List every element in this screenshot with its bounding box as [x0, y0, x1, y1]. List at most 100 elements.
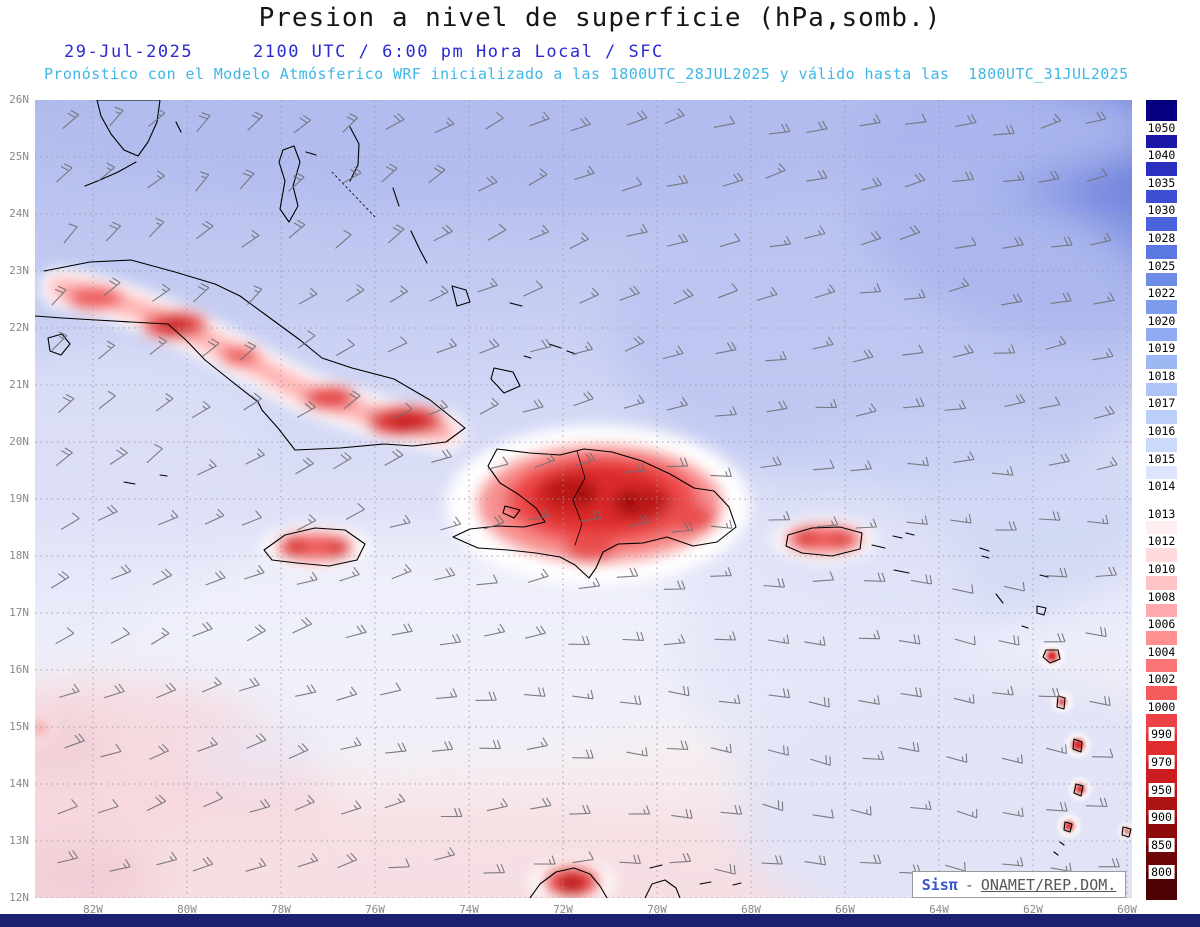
wind-barb [804, 636, 826, 646]
wind-barb [572, 851, 594, 864]
wind-barb [109, 858, 131, 872]
wind-barb [574, 452, 596, 467]
wind-barb [859, 854, 882, 864]
wind-barb [388, 858, 410, 869]
wind-barb [385, 742, 407, 754]
wind-barb [1086, 167, 1108, 182]
wind-barb [343, 390, 361, 410]
wind-barb [484, 623, 506, 637]
wind-barb [384, 793, 406, 809]
wind-barb [479, 397, 499, 415]
wind-barb [769, 235, 792, 248]
wind-barb [530, 338, 552, 353]
wind-barb [524, 687, 546, 697]
wind-barb [247, 285, 263, 305]
coastline-leeward-islands [979, 547, 1049, 629]
wind-barb [249, 798, 271, 813]
wind-barb [435, 688, 458, 699]
wind-barb [862, 750, 885, 761]
wind-barb [578, 577, 601, 589]
wind-barb [902, 344, 924, 356]
coastline-great-inagua [490, 367, 521, 394]
attribution-separator: - [964, 875, 974, 894]
lat-tick-label: 25N [9, 150, 29, 163]
coastline-dominica [1056, 695, 1066, 710]
wind-barb [51, 285, 67, 306]
coastline-grenadines [1053, 841, 1065, 856]
wind-barb [905, 113, 927, 125]
wind-barb [339, 567, 360, 582]
colorbar-level-label: 1015 [1144, 451, 1179, 466]
wind-barb [1051, 236, 1073, 248]
wind-barb [858, 630, 881, 640]
wind-barb [852, 349, 874, 363]
wind-barb [1050, 292, 1072, 304]
coastline-guadeloupe [1042, 649, 1061, 664]
wind-barb [954, 635, 976, 646]
footer-bar [0, 914, 1200, 927]
wind-barb [195, 220, 214, 240]
wind-barb [475, 691, 497, 701]
wind-barb [718, 694, 741, 705]
wind-barb [476, 574, 498, 586]
wind-barb [1089, 695, 1111, 707]
wind-barb [440, 516, 462, 531]
wind-barb [768, 123, 791, 135]
wind-barb [1045, 335, 1067, 350]
wind-barb [59, 683, 80, 698]
wind-barb [722, 172, 744, 187]
coastline-st-vincent [1063, 821, 1073, 833]
wind-barb [1001, 754, 1023, 764]
wind-barb [991, 466, 1014, 476]
coastline-crooked-acklins [451, 285, 471, 307]
colorbar-level-label: 1004 [1144, 644, 1179, 659]
wind-barb [98, 504, 118, 521]
wind-barb [810, 755, 831, 766]
wind-barb [64, 733, 85, 749]
lat-tick-label: 12N [9, 891, 29, 904]
wind-barb [336, 338, 355, 356]
wind-barb [624, 335, 645, 352]
wind-barb [434, 117, 455, 134]
wind-barb [530, 797, 552, 810]
colorbar: 1050 1040 1035 1030 1028 1025 1022 1020 1019 1018… [1144, 100, 1179, 901]
wind-barb [98, 390, 116, 410]
wind-barb [485, 112, 504, 130]
coastline-mayaguana [509, 302, 523, 307]
wind-barb [288, 172, 305, 192]
wind-barb [51, 331, 68, 351]
wind-barb [522, 399, 544, 413]
wind-barb [487, 456, 509, 470]
wind-barb [1045, 744, 1067, 755]
wind-barb [666, 396, 688, 411]
wind-barb [1045, 567, 1068, 578]
wind-barb [380, 682, 402, 696]
wind-barb [855, 403, 877, 417]
wind-barb [146, 794, 167, 812]
wind-barb [61, 512, 80, 530]
wind-barb [486, 798, 508, 812]
wind-barb [292, 617, 313, 634]
lat-tick-label: 15N [9, 720, 29, 733]
wind-barb [574, 165, 595, 181]
wind-barb [946, 753, 968, 763]
wind-barb [345, 624, 367, 639]
wind-barb [158, 509, 179, 526]
wind-barb [995, 521, 1017, 531]
wind-barb [477, 277, 498, 293]
wind-barb [812, 336, 834, 350]
lat-tick-label: 21N [9, 378, 29, 391]
wind-barb [952, 344, 974, 358]
coastline-hispaniola [452, 448, 737, 579]
wind-barb [850, 460, 872, 472]
colorbar-level-label: 1050 [1144, 120, 1179, 135]
page-title: Presion a nivel de superficie (hPa,somb.… [258, 3, 942, 33]
wind-barb [714, 631, 737, 641]
wind-barb [288, 219, 306, 239]
wind-barb [1096, 456, 1118, 471]
wind-barb [332, 452, 352, 470]
wind-barb [765, 350, 787, 362]
lat-tick-label: 14N [9, 777, 29, 790]
wind-barb [245, 448, 265, 465]
